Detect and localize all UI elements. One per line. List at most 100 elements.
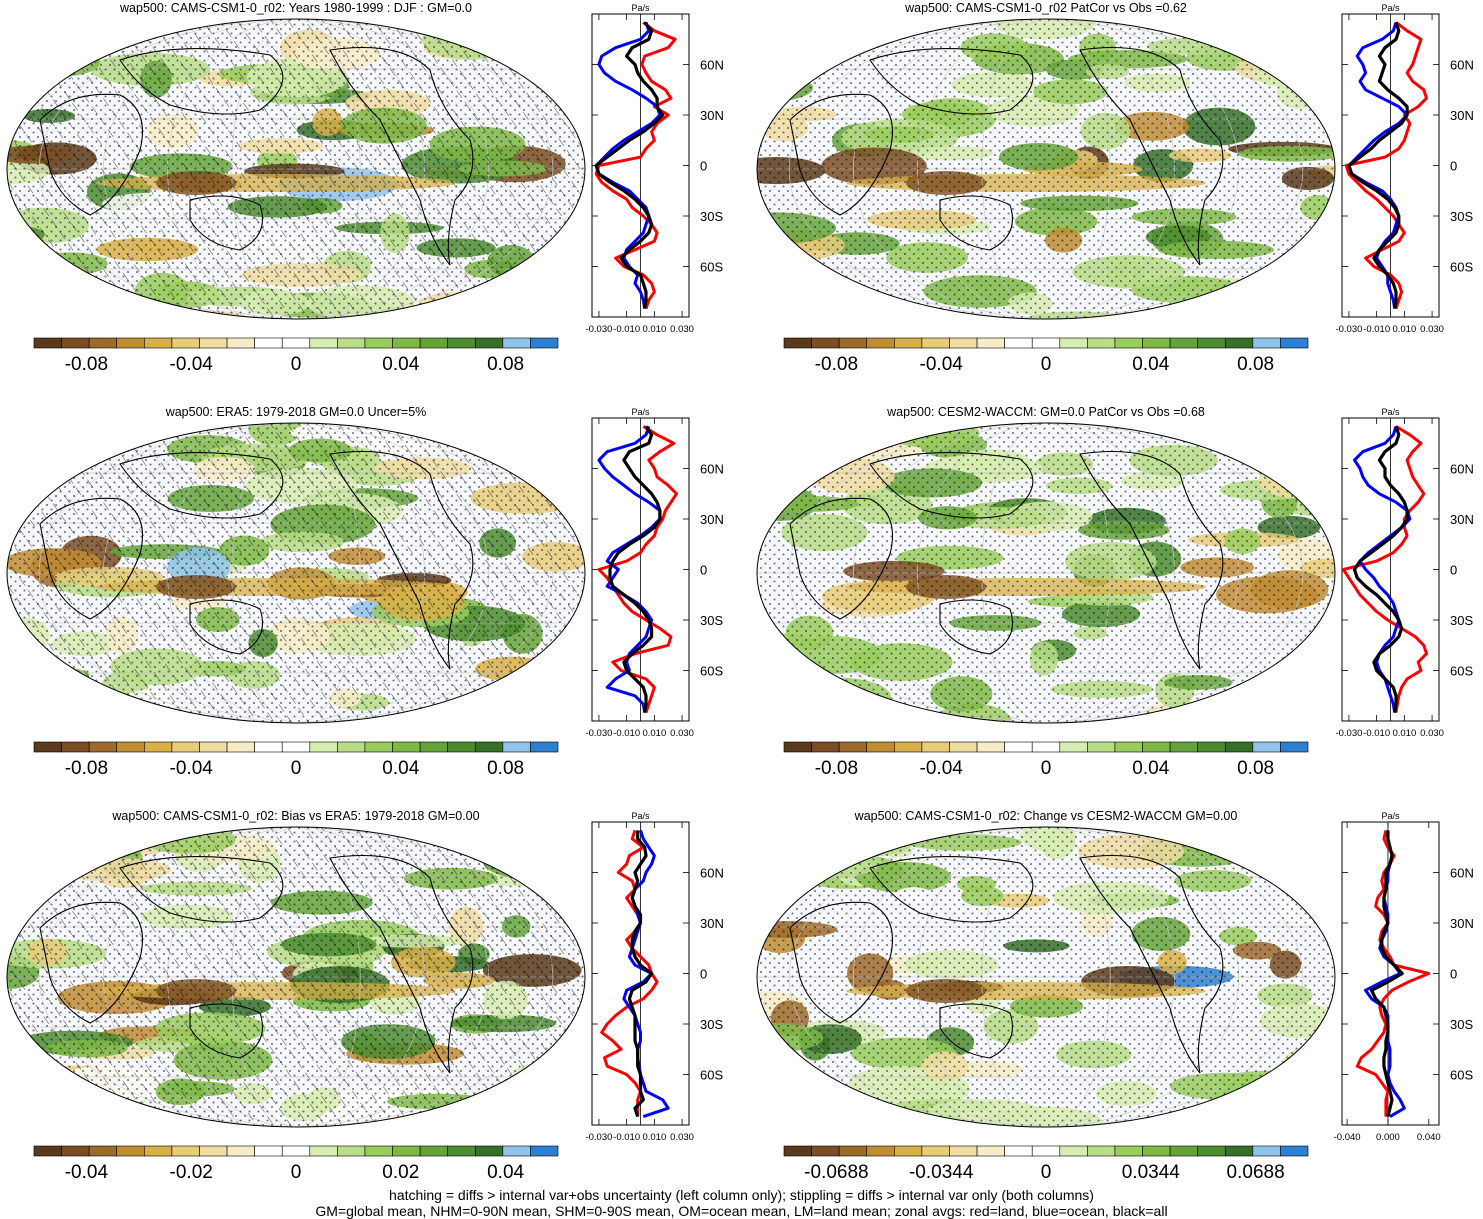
colorbar: -0.08 -0.04 0 0.04 0.08	[33, 741, 559, 779]
colorbar-swatch	[1252, 337, 1281, 349]
colorbar-swatch	[1280, 337, 1309, 349]
panel-3: wap500: ERA5: 1979-2018 GM=0.0 Uncer=5% -…	[6, 405, 724, 779]
profile-xtick-label: -0.030	[585, 324, 612, 335]
profile-lines	[1341, 425, 1428, 713]
colorbar-swatch	[419, 1145, 448, 1157]
profile-units: Pa/s	[631, 407, 650, 417]
colorbar-tick-label: 0	[291, 758, 302, 779]
colorbar-swatch	[949, 337, 978, 349]
colorbar-tick-label: -0.08	[815, 354, 858, 375]
colorbar-swatch	[1142, 1145, 1171, 1157]
colorbar-swatch	[171, 1145, 200, 1157]
field-patch	[1270, 439, 1317, 462]
profile-units: Pa/s	[1381, 407, 1400, 417]
field-patch	[433, 700, 547, 723]
colorbar-swatch	[254, 337, 283, 349]
profile-xtick-label: 0.030	[1420, 324, 1444, 335]
colorbar-swatch	[1031, 1145, 1061, 1157]
field-patch	[788, 833, 894, 854]
colorbar-swatch	[309, 1145, 338, 1157]
colorbar-tick-label: 0	[291, 1162, 302, 1183]
colorbar-swatch	[171, 741, 200, 753]
stippling-overlay	[757, 19, 1335, 319]
panel-title: wap500: CAMS-CSM1-0_r02 PatCor vs Obs =0…	[904, 1, 1187, 15]
colorbar-swatch	[309, 337, 338, 349]
colorbar-tick-label: -0.04	[170, 354, 214, 375]
series-black	[1347, 21, 1409, 309]
profile-ytick-label: 60N	[700, 58, 724, 73]
colorbar-swatch	[1280, 1145, 1309, 1157]
colorbar-swatch	[474, 741, 504, 753]
panel-5: wap500: CAMS-CSM1-0_r02: Bias vs ERA5: 1…	[6, 809, 724, 1183]
field-patch	[757, 423, 796, 434]
series-black	[608, 425, 662, 713]
hatching-overlay	[7, 19, 585, 319]
colorbar-tick-label: 0	[291, 354, 302, 375]
series-black	[627, 830, 654, 1118]
hatching-overlay	[7, 423, 585, 723]
profile-ytick-label: 30S	[1450, 209, 1473, 224]
colorbar-swatch	[530, 337, 559, 349]
profile-xtick-label: 0.040	[1417, 1132, 1441, 1143]
profile-xtick-label: -0.030	[585, 728, 612, 739]
colorbar-swatch	[474, 1145, 504, 1157]
colorbar: -0.08 -0.04 0 0.04 0.08	[783, 741, 1309, 779]
profile-xtick-label: -0.010	[613, 728, 640, 739]
panel-2: wap500: CAMS-CSM1-0_r02 PatCor vs Obs =0…	[756, 1, 1474, 375]
colorbar-swatch	[838, 741, 868, 753]
colorbar-tick-label: -0.04	[170, 758, 214, 779]
colorbar-swatch	[337, 741, 366, 753]
profile-xtick-label: 0.010	[1392, 728, 1416, 739]
colorbar-swatch	[1114, 741, 1143, 753]
colorbar-swatch	[337, 337, 366, 349]
field-patch	[760, 19, 799, 47]
series-red	[597, 425, 678, 714]
hatching-overlay	[7, 827, 585, 1127]
colorbar-swatch	[33, 741, 62, 753]
profile-ytick-label: 0	[700, 967, 707, 982]
colorbar-swatch	[1169, 337, 1198, 349]
colorbar-swatch	[337, 1145, 366, 1157]
series-blue	[1353, 425, 1412, 713]
colorbar-swatch	[976, 1145, 1005, 1157]
colorbar-tick-label: 0.08	[487, 758, 524, 779]
colorbar-tick-label: 0.04	[487, 1162, 524, 1183]
colorbar-swatch	[949, 741, 978, 753]
colorbar: -0.08 -0.04 0 0.04 0.08	[33, 337, 559, 375]
colorbar-tick-label: -0.0688	[804, 1162, 868, 1183]
profile-ytick-label: 30N	[700, 916, 724, 931]
zonal-profile: Pa/s 60N 30N 0 30S 60S -0.030 -0.010 0.010 0.030	[1335, 407, 1473, 739]
colorbar-swatch	[502, 337, 531, 349]
profile-frame	[1341, 821, 1440, 1126]
zonal-profile: Pa/s 60N 30N 0 30S 60S -0.030 -0.010 0.010 0.030	[585, 3, 723, 335]
profile-ytick-label: 60S	[1450, 664, 1473, 679]
profile-xtick-label: 0.030	[670, 1132, 694, 1143]
profile-ytick-label: 0	[1450, 159, 1457, 174]
profile-ytick-label: 30S	[700, 1017, 723, 1032]
map-field	[757, 423, 1335, 723]
colorbar-swatch	[392, 741, 421, 753]
profile-ytick-label: 0	[700, 159, 707, 174]
colorbar-tick-label: 0.0688	[1227, 1162, 1285, 1183]
map-field	[757, 827, 1335, 1127]
zonal-profile: Pa/s 60N 30N 0 30S 60S -0.030 -0.010 0.010 0.030	[585, 811, 723, 1143]
profile-xtick-label: 0.010	[642, 324, 666, 335]
colorbar-swatch	[33, 337, 62, 349]
colorbar-swatch	[976, 337, 1005, 349]
colorbar-tick-label: -0.04	[920, 758, 964, 779]
colorbar-swatch	[88, 337, 118, 349]
profile-units: Pa/s	[1381, 3, 1400, 13]
profile-ytick-label: 0	[1450, 967, 1457, 982]
field-patch	[1222, 692, 1299, 707]
profile-xtick-label: 0.000	[1376, 1132, 1400, 1143]
series-black	[1352, 425, 1409, 713]
colorbar-swatch	[364, 337, 393, 349]
colorbar-swatch	[1114, 337, 1143, 349]
field-patch	[474, 827, 540, 839]
field-patch	[757, 673, 782, 689]
colorbar-swatch	[838, 1145, 868, 1157]
field-patch	[83, 19, 121, 43]
colorbar-swatch	[502, 1145, 531, 1157]
field-patch	[47, 296, 152, 319]
colorbar-swatch	[1059, 337, 1088, 349]
